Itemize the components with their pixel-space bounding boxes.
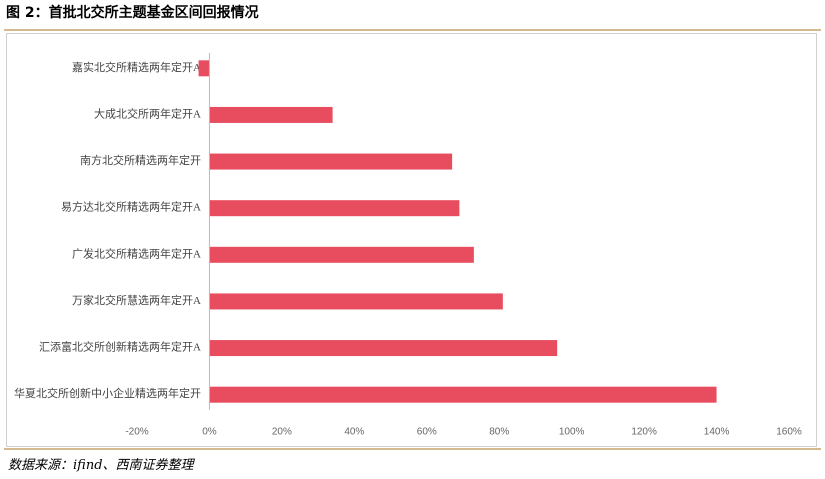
- y-tick-label: 广发北交所精选两年定开A: [72, 246, 201, 260]
- bar: [209, 246, 474, 263]
- y-tick-label: 大成北交所两年定开A: [94, 106, 201, 120]
- x-tick-label: 140%: [704, 427, 730, 438]
- x-tick-label: 60%: [417, 427, 437, 438]
- x-tick-label: 160%: [776, 427, 802, 438]
- y-tick-label: 万家北交所慧选两年定开A: [72, 293, 201, 307]
- chart-title: 图 2：首批北交所主题基金区间回报情况: [6, 4, 259, 21]
- bar: [209, 106, 333, 123]
- bar: [209, 386, 717, 403]
- chart-frame: [6, 33, 817, 447]
- bar: [209, 293, 503, 310]
- bar: [209, 153, 453, 170]
- y-tick-label: 嘉实北交所精选两年定开A: [72, 60, 201, 74]
- y-tick-label: 华夏北交所创新中小企业精选两年定开: [14, 386, 201, 400]
- y-tick-label: 南方北交所精选两年定开: [80, 153, 201, 167]
- x-tick-label: 0%: [202, 427, 217, 438]
- y-tick-label: 易方达北交所精选两年定开A: [61, 200, 201, 214]
- x-tick-label: 120%: [631, 427, 657, 438]
- x-tick-label: 20%: [272, 427, 292, 438]
- source-note: 数据来源：ifind、西南证券整理: [8, 458, 196, 473]
- bar: [209, 200, 460, 217]
- bar: [198, 60, 210, 77]
- x-tick-label: 40%: [344, 427, 364, 438]
- bar: [209, 340, 558, 357]
- x-tick-label: 80%: [489, 427, 509, 438]
- y-tick-label: 汇添富北交所创新精选两年定开A: [39, 340, 201, 354]
- x-tick-label: 100%: [559, 427, 585, 438]
- x-tick-label: -20%: [125, 427, 148, 438]
